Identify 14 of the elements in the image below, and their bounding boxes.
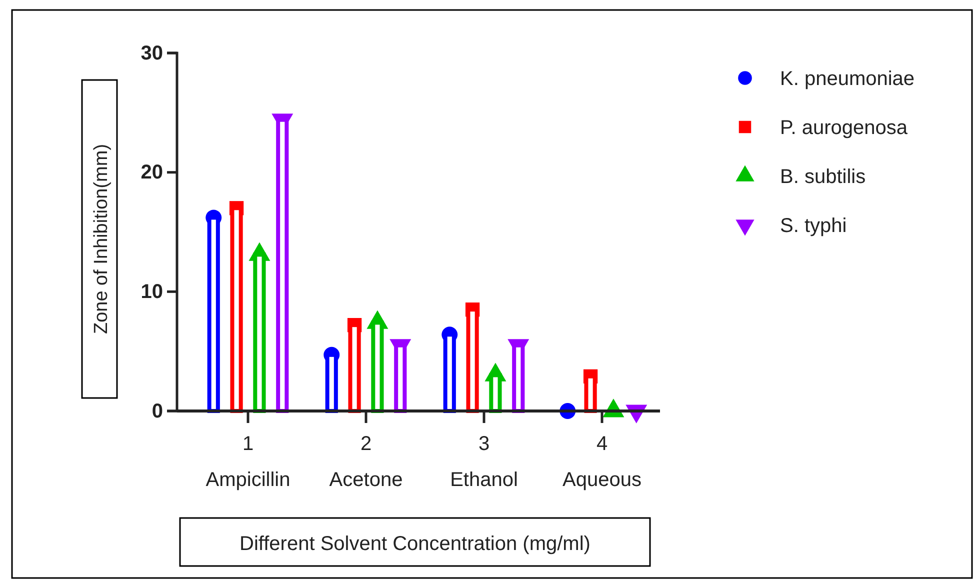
legend-label: K. pneumoniae	[780, 68, 915, 90]
x-tick-label: 1 Ampicillin	[206, 433, 290, 491]
legend-label: B. subtilis	[780, 166, 866, 188]
y-tick-label: 10	[140, 281, 163, 304]
legend-label: P. aurogenosa	[780, 117, 908, 139]
y-tick-label: 30	[140, 42, 163, 64]
y-tick-label: 0	[152, 400, 163, 422]
legend-label: S. typhi	[780, 215, 847, 237]
x-tick-label: 2 Acetone	[329, 433, 403, 491]
y-axis-title: Zone of Inhibition(mm)	[91, 144, 112, 334]
x-tick-label: 4 Aqueous	[562, 433, 642, 491]
y-tick-label: 20	[140, 162, 163, 184]
x-tick-label: 3 Ethanol	[450, 433, 518, 491]
x-axis-title: Different Solvent Concentration (mg/ml)	[240, 533, 590, 555]
